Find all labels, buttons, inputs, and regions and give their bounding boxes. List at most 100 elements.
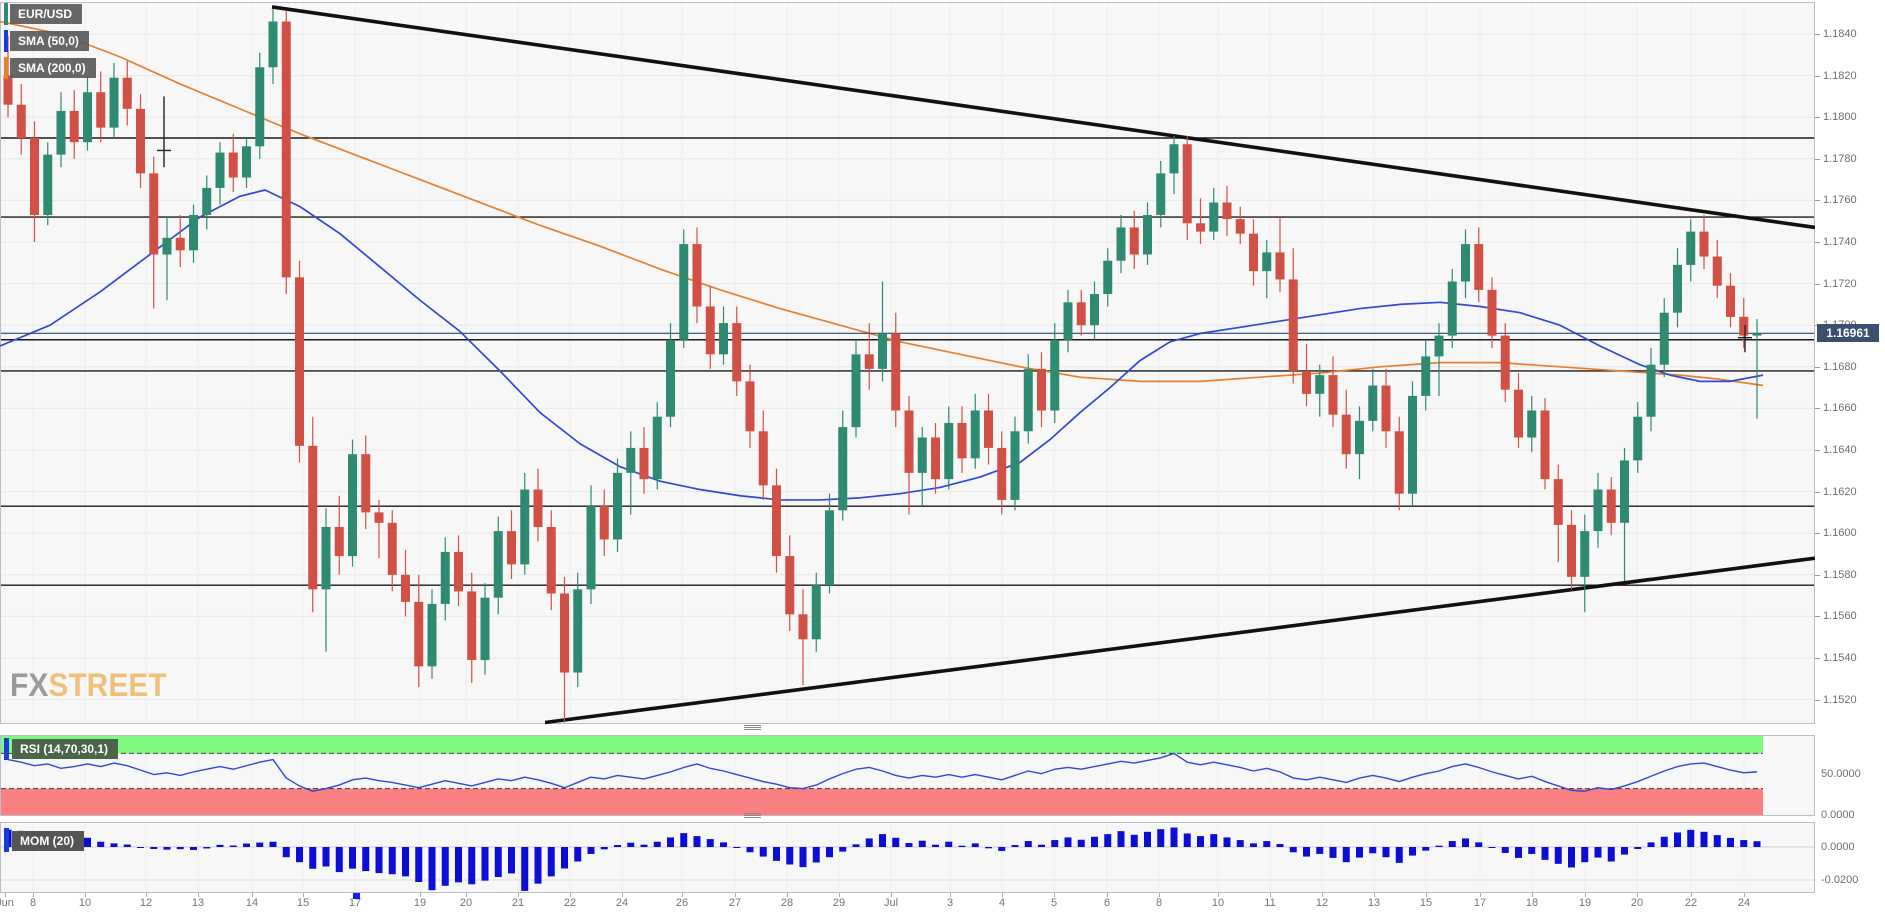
panel-resize-grip-rsi[interactable] — [744, 724, 761, 733]
mom-axis-0: 0.0000 — [1821, 841, 1855, 853]
price-axis-label: 1.1720 — [1823, 277, 1857, 290]
date-axis-label: 19 — [413, 897, 427, 909]
date-axis-tick — [146, 893, 147, 897]
date-axis-label: 10 — [1211, 897, 1225, 909]
date-axis-label: 27 — [728, 897, 742, 909]
date-axis-tick — [1054, 893, 1055, 897]
price-axis-tick — [1815, 366, 1820, 368]
date-axis-tick — [1270, 893, 1271, 897]
price-axis-label: 1.1600 — [1823, 527, 1857, 540]
date-axis-tick — [1374, 893, 1375, 897]
panel-resize-grip-mom[interactable] — [744, 812, 761, 821]
price-axis-label: 1.1760 — [1823, 194, 1857, 207]
date-axis-label: 24 — [1737, 897, 1751, 909]
date-axis-tick — [252, 893, 253, 897]
date-axis-label: 10 — [78, 897, 92, 909]
rsi-axis-0: 0.0000 — [1821, 809, 1855, 821]
date-axis-label: 3 — [946, 897, 954, 909]
date-axis-tick — [85, 893, 86, 897]
price-axis-tick — [1815, 408, 1820, 410]
date-axis-tick — [1322, 893, 1323, 897]
price-axis-label: 1.1660 — [1823, 402, 1857, 415]
date-axis-label: 17 — [1473, 897, 1487, 909]
fxstreet-watermark: FXSTREET — [10, 668, 167, 705]
price-axis-label: 1.1520 — [1823, 693, 1857, 706]
date-axis-tick — [622, 893, 623, 897]
price-axis-label: 1.1580 — [1823, 568, 1857, 581]
price-axis-tick — [1815, 491, 1820, 493]
price-axis-tick — [1815, 533, 1820, 535]
date-axis-tick — [33, 893, 34, 897]
price-axis-tick — [1815, 450, 1820, 451]
date-axis-tick — [1480, 893, 1481, 897]
date-axis-tick — [891, 893, 892, 897]
price-axis-label: 1.1740 — [1823, 236, 1857, 248]
price-axis-tick — [1815, 117, 1820, 119]
date-axis-label: 21 — [511, 897, 525, 909]
date-axis-tick — [1107, 893, 1108, 897]
current-price-badge: 1.16961 — [1817, 324, 1879, 343]
date-axis-label: 22 — [563, 897, 577, 909]
date-axis-label: 12 — [1315, 897, 1329, 909]
date-axis-current-marker — [353, 893, 360, 899]
price-axis-tick — [1815, 200, 1820, 202]
price-axis-tick — [1815, 158, 1820, 160]
price-axis-label: 1.1780 — [1823, 152, 1857, 165]
rsi-label-color-bar — [4, 738, 9, 760]
mom-label-color-bar — [4, 828, 9, 852]
mom-indicator-label[interactable]: MOM (20) — [12, 831, 84, 851]
price-axis-tick — [1815, 283, 1820, 285]
date-axis-tick — [466, 893, 467, 897]
price-axis-label: 1.1820 — [1823, 69, 1857, 82]
price-axis-label: 1.1560 — [1823, 610, 1857, 623]
date-axis-tick — [839, 893, 840, 897]
eurusd-series-color-bar — [4, 3, 8, 25]
date-axis-label: 17 — [348, 897, 362, 909]
date-axis-tick — [420, 893, 421, 897]
mom-axis-neg02: -0.0200 — [1821, 874, 1859, 886]
date-axis-label: 13 — [1367, 897, 1381, 909]
date-axis-label: Jun — [0, 897, 14, 909]
date-axis-label: 13 — [191, 897, 205, 909]
price-axis-label: 1.1620 — [1823, 485, 1857, 498]
date-axis-label: 22 — [1684, 897, 1698, 909]
price-axis[interactable]: 1.16961 1.1840 1.1820 1.1800 1.1780 1.1760 1.… — [1815, 0, 1885, 919]
date-axis-tick — [1002, 893, 1003, 897]
date-axis-tick — [198, 893, 199, 897]
date-axis-label: 19 — [1578, 897, 1592, 909]
watermark-fx: FX — [10, 668, 49, 704]
date-axis-label: 11 — [1264, 897, 1276, 909]
date-axis-tick — [1585, 893, 1586, 897]
date-axis-tick — [682, 893, 683, 897]
date-axis-tick — [787, 893, 788, 897]
sma200-label[interactable]: SMA (200,0) — [10, 58, 96, 78]
date-axis-label: 14 — [245, 897, 259, 909]
date-axis-label: 15 — [1419, 897, 1433, 909]
date-axis-label: 5 — [1050, 897, 1058, 909]
price-axis-tick — [1815, 242, 1820, 243]
price-axis-tick — [1815, 34, 1820, 35]
date-axis-label: 26 — [675, 897, 689, 909]
date-axis-tick — [1691, 893, 1692, 897]
date-axis-tick — [1159, 893, 1160, 897]
price-axis-label: 1.1800 — [1823, 111, 1857, 124]
date-axis-label: 24 — [615, 897, 629, 909]
date-axis-tick — [735, 893, 736, 897]
symbol-label[interactable]: EUR/USD — [10, 4, 83, 24]
date-axis-tick — [1637, 893, 1638, 897]
date-axis-label: 8 — [1155, 897, 1163, 909]
date-axis[interactable]: Jun 8 10 12 13 14 15 17 19 20 21 22 24 26 27 28 29 Jul 3 4 5… — [0, 893, 1815, 919]
date-axis-label: 6 — [1103, 897, 1111, 909]
date-axis-label: 20 — [459, 897, 473, 909]
date-axis-label: 29 — [832, 897, 846, 909]
date-axis-tick — [950, 893, 951, 897]
price-axis-tick — [1815, 574, 1820, 576]
sma50-label[interactable]: SMA (50,0) — [10, 31, 89, 51]
price-axis-label: 1.1640 — [1823, 444, 1857, 456]
date-axis-label: Jul — [883, 897, 899, 909]
rsi-indicator-label[interactable]: RSI (14,70,30,1) — [12, 739, 119, 759]
date-axis-label: 28 — [780, 897, 794, 909]
price-axis-tick — [1815, 616, 1820, 618]
price-axis-tick — [1815, 658, 1820, 659]
